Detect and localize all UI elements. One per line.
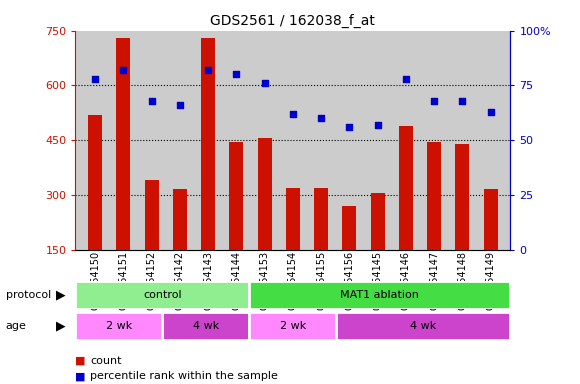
Text: 2 wk: 2 wk [280,321,306,331]
Text: control: control [143,290,182,300]
Point [204,67,213,73]
Bar [342,206,357,305]
Bar [427,142,441,305]
Text: 4 wk: 4 wk [410,321,437,331]
Text: percentile rank within the sample: percentile rank within the sample [90,371,278,381]
Bar [173,189,187,305]
Point [373,122,382,128]
Point [345,124,354,130]
Bar [371,193,385,305]
Text: count: count [90,356,121,366]
Bar [314,188,328,305]
Point [147,98,156,104]
Bar [75,281,249,309]
Point [430,98,439,104]
Bar [249,312,336,340]
Text: MAT1 ablation: MAT1 ablation [340,290,419,300]
Point [119,67,128,73]
Point [288,111,298,117]
Point [317,115,326,121]
Bar [336,312,510,340]
Text: 4 wk: 4 wk [193,321,219,331]
Bar [201,38,215,305]
Text: 2 wk: 2 wk [106,321,132,331]
Bar [399,126,413,305]
Point [232,71,241,78]
Bar [249,281,510,309]
Bar [88,115,102,305]
Title: GDS2561 / 162038_f_at: GDS2561 / 162038_f_at [211,14,375,28]
Bar [162,312,249,340]
Bar [144,180,159,305]
Bar [286,188,300,305]
Text: ▶: ▶ [56,288,66,301]
Point [458,98,467,104]
Bar [117,38,130,305]
Text: ▶: ▶ [56,319,66,332]
Point [260,80,269,86]
Bar [75,312,162,340]
Point [401,76,411,82]
Point [175,102,184,108]
Point [90,76,100,82]
Bar [229,142,244,305]
Bar [484,189,498,305]
Text: ■: ■ [75,371,86,381]
Bar [258,138,271,305]
Bar [455,144,469,305]
Text: protocol: protocol [6,290,51,300]
Text: age: age [6,321,27,331]
Point [486,109,495,115]
Text: ■: ■ [75,356,86,366]
